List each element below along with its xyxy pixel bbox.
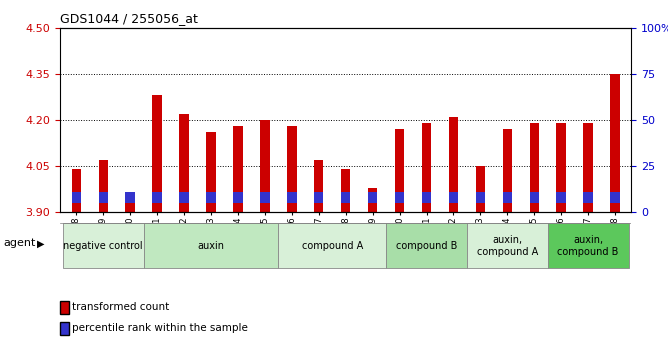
Bar (152, 203, 162, 212)
Bar (395, 129, 404, 192)
Bar (611, 203, 620, 212)
Bar (314, 160, 323, 192)
Bar (395, 203, 404, 212)
Bar (341, 203, 351, 212)
FancyBboxPatch shape (279, 224, 386, 268)
Bar (611, 192, 620, 203)
Bar (449, 203, 458, 212)
Bar (611, 74, 620, 192)
Bar (233, 192, 242, 203)
Bar (449, 192, 458, 203)
Text: auxin,
compound A: auxin, compound A (477, 235, 538, 257)
FancyBboxPatch shape (386, 224, 467, 268)
Bar (476, 203, 485, 212)
Bar (206, 192, 216, 203)
Bar (422, 123, 432, 192)
Bar (126, 203, 135, 212)
Bar (260, 120, 270, 192)
Bar (233, 126, 242, 192)
Bar (152, 95, 162, 192)
Bar (530, 203, 539, 212)
Text: ▶: ▶ (37, 239, 44, 249)
Bar (71, 192, 81, 203)
Bar (556, 203, 566, 212)
Bar (287, 192, 297, 203)
Text: GDS1044 / 255056_at: GDS1044 / 255056_at (60, 12, 198, 25)
Text: transformed count: transformed count (72, 303, 170, 312)
Bar (98, 203, 108, 212)
Bar (98, 192, 108, 203)
Bar (476, 192, 485, 203)
Bar (502, 192, 512, 203)
Bar (368, 203, 377, 212)
Bar (368, 188, 377, 192)
Bar (71, 203, 81, 212)
Bar (341, 192, 351, 203)
Bar (476, 166, 485, 192)
Text: auxin,
compound B: auxin, compound B (558, 235, 619, 257)
Bar (126, 192, 135, 203)
Bar (179, 192, 189, 203)
Bar (71, 169, 81, 192)
Bar (502, 203, 512, 212)
FancyBboxPatch shape (467, 224, 548, 268)
Bar (287, 126, 297, 192)
Bar (287, 203, 297, 212)
Bar (556, 123, 566, 192)
Bar (502, 129, 512, 192)
Bar (179, 203, 189, 212)
Bar (422, 192, 432, 203)
Bar (260, 203, 270, 212)
Bar (152, 192, 162, 203)
Bar (583, 192, 593, 203)
FancyBboxPatch shape (63, 224, 144, 268)
Bar (98, 160, 108, 192)
Text: agent: agent (3, 238, 35, 248)
Bar (583, 203, 593, 212)
Text: compound B: compound B (396, 241, 457, 251)
Bar (179, 114, 189, 192)
Text: negative control: negative control (63, 241, 143, 251)
Bar (395, 192, 404, 203)
FancyBboxPatch shape (144, 224, 279, 268)
Bar (206, 203, 216, 212)
Bar (530, 192, 539, 203)
Bar (422, 203, 432, 212)
Bar (314, 203, 323, 212)
Bar (206, 132, 216, 192)
Bar (260, 192, 270, 203)
Bar (449, 117, 458, 192)
Bar (341, 169, 351, 192)
Bar (233, 203, 242, 212)
Text: compound A: compound A (301, 241, 363, 251)
Bar (368, 192, 377, 203)
Bar (314, 192, 323, 203)
FancyBboxPatch shape (548, 224, 629, 268)
Text: percentile rank within the sample: percentile rank within the sample (72, 323, 248, 333)
Bar (583, 123, 593, 192)
Bar (556, 192, 566, 203)
Text: auxin: auxin (198, 241, 224, 251)
Bar (530, 123, 539, 192)
